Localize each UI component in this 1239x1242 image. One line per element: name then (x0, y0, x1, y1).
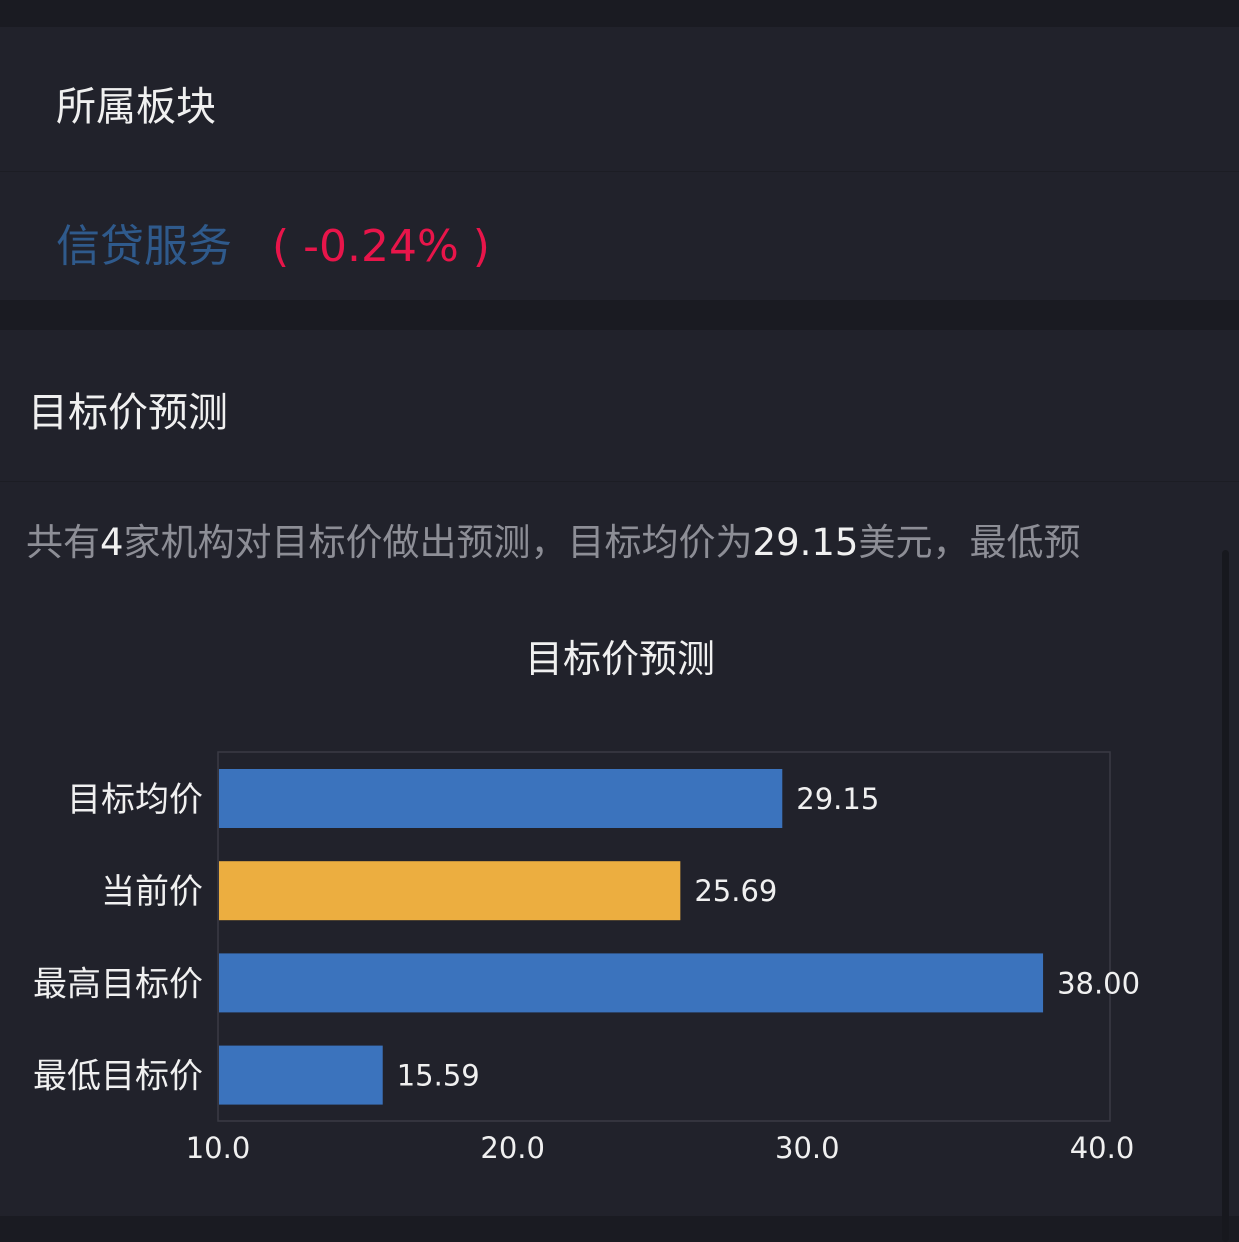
summary-text: 家机构对目标价做出预测，目标均价为 (123, 521, 753, 564)
data-label: 38.00 (1057, 966, 1140, 1000)
divider (0, 171, 1239, 172)
sector-change: ( -0.24% ) (272, 221, 490, 272)
forecast-title: 目标价预测 (28, 390, 228, 436)
summary-avg: 29.15 (752, 521, 859, 564)
sector-item[interactable]: 信贷服务 ( -0.24% ) (56, 210, 490, 274)
bar (219, 861, 681, 921)
chart-title: 目标价预测 (525, 637, 715, 681)
x-tick-label: 30.0 (775, 1131, 840, 1165)
divider (0, 481, 1239, 482)
x-tick-label: 10.0 (186, 1131, 251, 1165)
category-label: 最低目标价 (33, 1057, 203, 1097)
data-label: 25.69 (694, 874, 777, 908)
summary-text: 美元，最低预 (858, 521, 1081, 564)
sector-title: 所属板块 (56, 84, 216, 130)
x-tick-label: 40.0 (1070, 1131, 1135, 1165)
category-label: 最高目标价 (33, 964, 203, 1004)
forecast-summary: 共有4家机构对目标价做出预测，目标均价为29.15美元，最低预 (26, 512, 1080, 566)
x-tick-label: 20.0 (480, 1131, 545, 1165)
bar (219, 953, 1044, 1013)
bar (219, 769, 783, 828)
category-label: 目标均价 (67, 780, 203, 820)
sector-name[interactable]: 信贷服务 (56, 221, 232, 272)
data-label: 15.59 (397, 1059, 480, 1093)
sector-panel (0, 27, 1239, 300)
plot-frame (217, 751, 1111, 1122)
bar (219, 1045, 383, 1105)
data-label: 29.15 (796, 782, 879, 816)
scrollbar[interactable] (1222, 550, 1229, 1242)
category-label: 当前价 (101, 872, 203, 912)
summary-text: 共有 (26, 521, 100, 564)
summary-count: 4 (100, 521, 124, 564)
